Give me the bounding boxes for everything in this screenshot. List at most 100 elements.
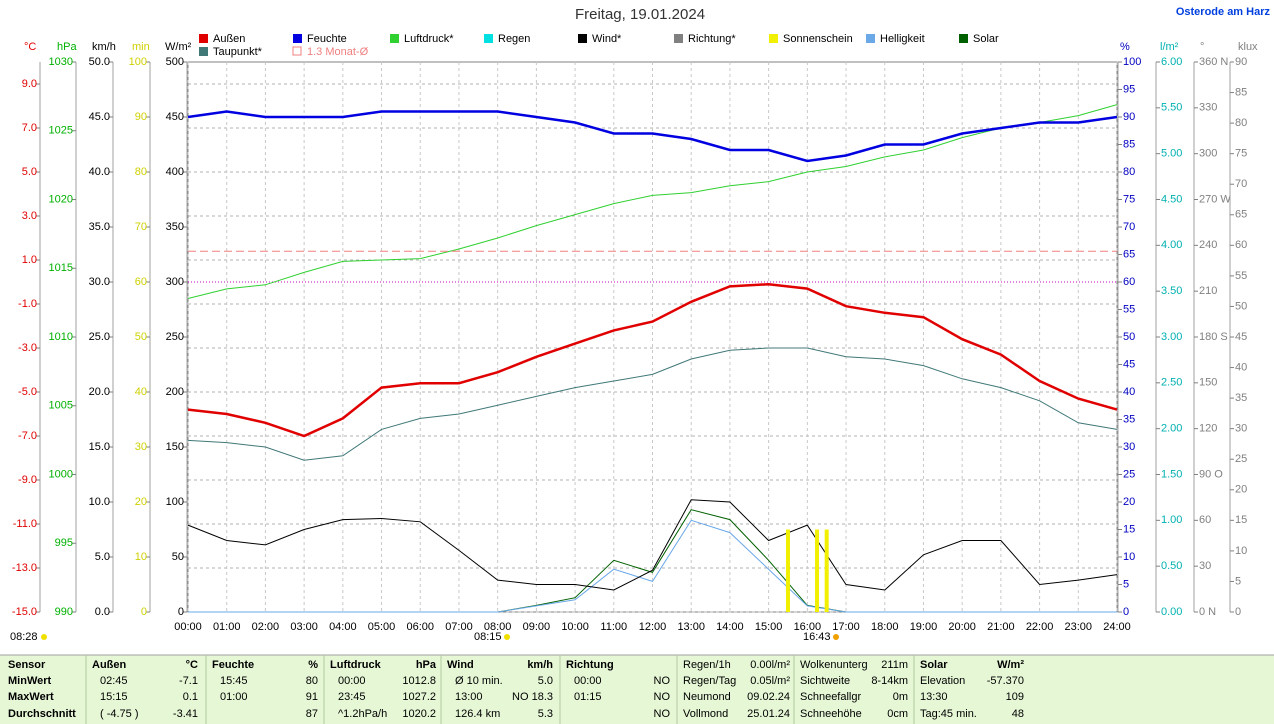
time-annotation: 16:43 bbox=[803, 631, 831, 643]
table-cell: Elevation bbox=[920, 675, 965, 687]
y-tick-label: 1030 bbox=[49, 56, 73, 68]
legend-swatch bbox=[578, 34, 587, 43]
sun-icon bbox=[504, 634, 510, 640]
table-cell: 15:15 bbox=[100, 691, 128, 703]
y-tick-label: 120 bbox=[1199, 423, 1217, 435]
y-tick-label: 6.00 bbox=[1161, 56, 1182, 68]
table-cell: Solar bbox=[920, 659, 948, 671]
table-cell: km/h bbox=[527, 659, 553, 671]
table-cell: 1027.2 bbox=[402, 691, 436, 703]
y-tick-label: 0 bbox=[1123, 606, 1129, 618]
y-tick-label: 25 bbox=[1235, 453, 1247, 465]
y-tick-label: 150 bbox=[166, 441, 184, 453]
y-tick-label: 30 bbox=[1123, 441, 1135, 453]
y-tick-label: 5.0 bbox=[95, 551, 110, 563]
y-tick-label: 0 bbox=[178, 606, 184, 618]
axis-title: W/m² bbox=[165, 41, 192, 53]
y-tick-label: 5 bbox=[1235, 575, 1241, 587]
y-tick-label: 990 bbox=[55, 606, 73, 618]
x-tick-label: 14:00 bbox=[716, 621, 744, 633]
y-tick-label: 1.50 bbox=[1161, 468, 1182, 480]
location: Osterode am Harz bbox=[1176, 6, 1271, 18]
y-tick-label: 3.00 bbox=[1161, 331, 1182, 343]
y-tick-label: 50 bbox=[1235, 300, 1247, 312]
y-tick-label: 0 bbox=[141, 606, 147, 618]
x-tick-label: 23:00 bbox=[1065, 621, 1093, 633]
table-cell: 15:45 bbox=[220, 675, 248, 687]
legend-swatch bbox=[292, 46, 302, 56]
x-tick-label: 08:00 bbox=[484, 621, 512, 633]
sunshine-bar bbox=[785, 529, 790, 612]
y-tick-label: 85 bbox=[1123, 138, 1135, 150]
y-tick-label: 7.0 bbox=[22, 122, 37, 134]
y-tick-label: 10.0 bbox=[89, 496, 110, 508]
x-tick-label: 07:00 bbox=[445, 621, 473, 633]
y-tick-label: -1.0 bbox=[18, 298, 37, 310]
y-tick-label: 1010 bbox=[49, 331, 73, 343]
axis-title: % bbox=[1120, 41, 1130, 53]
y-tick-label: 45 bbox=[1123, 358, 1135, 370]
table-cell: NO bbox=[654, 691, 671, 703]
x-tick-label: 18:00 bbox=[871, 621, 899, 633]
y-tick-label: -15.0 bbox=[12, 606, 37, 618]
y-tick-label: 80 bbox=[1123, 166, 1135, 178]
table-cell: ( -4.75 ) bbox=[100, 708, 139, 720]
y-tick-label: 300 bbox=[166, 276, 184, 288]
sunshine-bar bbox=[824, 529, 829, 612]
y-tick-label: 250 bbox=[166, 331, 184, 343]
table-cell: 5.3 bbox=[538, 708, 553, 720]
y-tick-label: 240 bbox=[1199, 239, 1217, 251]
y-tick-label: -9.0 bbox=[18, 474, 37, 486]
table-cell: 126.4 km bbox=[455, 708, 500, 720]
y-tick-label: 95 bbox=[1123, 83, 1135, 95]
table-cell: -3.41 bbox=[173, 708, 198, 720]
y-tick-label: 4.50 bbox=[1161, 193, 1182, 205]
y-tick-label: 5.00 bbox=[1161, 148, 1182, 160]
y-tick-label: 400 bbox=[166, 166, 184, 178]
y-tick-label: 35.0 bbox=[89, 221, 110, 233]
y-tick-label: 40 bbox=[135, 386, 147, 398]
y-tick-label: 75 bbox=[1235, 148, 1247, 160]
y-tick-label: 30 bbox=[1235, 423, 1247, 435]
axis-title: min bbox=[132, 41, 150, 53]
sunshine-bar bbox=[815, 529, 820, 612]
table-cell: 00:00 bbox=[338, 675, 366, 687]
y-tick-label: 40 bbox=[1235, 361, 1247, 373]
y-tick-label: 300 bbox=[1199, 148, 1217, 160]
y-tick-label: 90 bbox=[1235, 56, 1247, 68]
table-cell: Regen/1h bbox=[683, 659, 731, 671]
sun-icon bbox=[41, 634, 47, 640]
x-tick-label: 03:00 bbox=[290, 621, 318, 633]
series-line bbox=[187, 499, 1118, 591]
series-line bbox=[187, 347, 1118, 461]
legend-swatch bbox=[866, 34, 875, 43]
y-tick-label: 25 bbox=[1123, 468, 1135, 480]
table-cell: 211m bbox=[881, 659, 908, 671]
x-tick-label: 06:00 bbox=[406, 621, 434, 633]
y-tick-label: 9.0 bbox=[22, 78, 37, 90]
y-tick-label: 350 bbox=[166, 221, 184, 233]
table-cell: 0.1 bbox=[183, 691, 198, 703]
y-tick-label: 100 bbox=[166, 496, 184, 508]
y-tick-label: 20.0 bbox=[89, 386, 110, 398]
table-cell: Wind bbox=[447, 659, 474, 671]
x-tick-label: 00:00 bbox=[174, 621, 202, 633]
y-tick-label: 180 S bbox=[1199, 331, 1228, 343]
x-tick-label: 09:00 bbox=[523, 621, 551, 633]
x-tick-label: 24:00 bbox=[1103, 621, 1131, 633]
table-cell: 00:00 bbox=[574, 675, 602, 687]
y-tick-label: 5 bbox=[1123, 578, 1129, 590]
legend-label: Sonnenschein bbox=[783, 33, 853, 45]
x-tick-label: 15:00 bbox=[755, 621, 783, 633]
y-tick-label: 30.0 bbox=[89, 276, 110, 288]
y-tick-label: -5.0 bbox=[18, 386, 37, 398]
y-tick-label: 65 bbox=[1123, 248, 1135, 260]
table-cell: 48 bbox=[1012, 708, 1024, 720]
legend-swatch bbox=[484, 34, 493, 43]
y-tick-label: 20 bbox=[1235, 484, 1247, 496]
legend-label: Taupunkt* bbox=[213, 46, 263, 58]
y-tick-label: 25.0 bbox=[89, 331, 110, 343]
table-cell: Sensor bbox=[8, 659, 46, 671]
